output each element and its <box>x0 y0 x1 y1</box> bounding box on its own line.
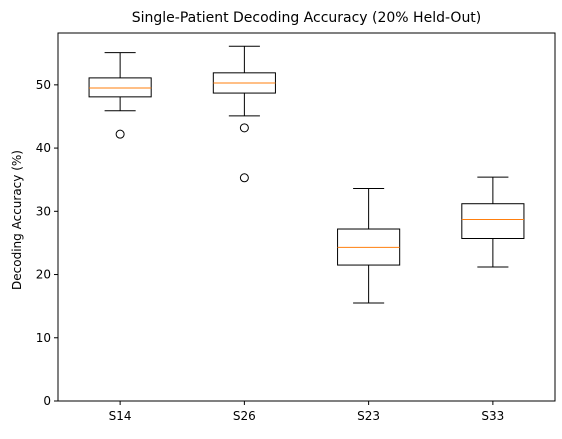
y-tick-label: 40 <box>36 141 51 155</box>
box-s14 <box>88 52 152 139</box>
outlier-point <box>239 123 249 133</box>
y-axis-label: Decoding Accuracy (%) <box>10 150 24 290</box>
y-tick-label: 10 <box>36 331 51 345</box>
x-tick-label: S33 <box>481 409 504 423</box>
box-s33 <box>461 176 525 268</box>
y-tick-label: 0 <box>43 394 51 408</box>
y-tick-label: 20 <box>36 268 51 282</box>
x-tick-label: S14 <box>109 409 132 423</box>
box-iqr <box>88 77 152 98</box>
box-s23 <box>337 188 401 304</box>
box-s26 <box>212 45 276 183</box>
outlier-point <box>239 173 249 183</box>
y-tick-label: 30 <box>36 204 51 218</box>
box-iqr <box>461 203 525 239</box>
x-tick-label: S26 <box>233 409 256 423</box>
x-tick-label: S23 <box>357 409 380 423</box>
plot-area: 0 10 20 30 40 50 S14 S26 S23 S33 <box>36 32 556 423</box>
y-tick-label: 50 <box>36 78 51 92</box>
outlier-point <box>115 129 125 139</box>
chart-title: Single-Patient Decoding Accuracy (20% He… <box>132 10 482 26</box>
axes-frame <box>57 32 556 402</box>
